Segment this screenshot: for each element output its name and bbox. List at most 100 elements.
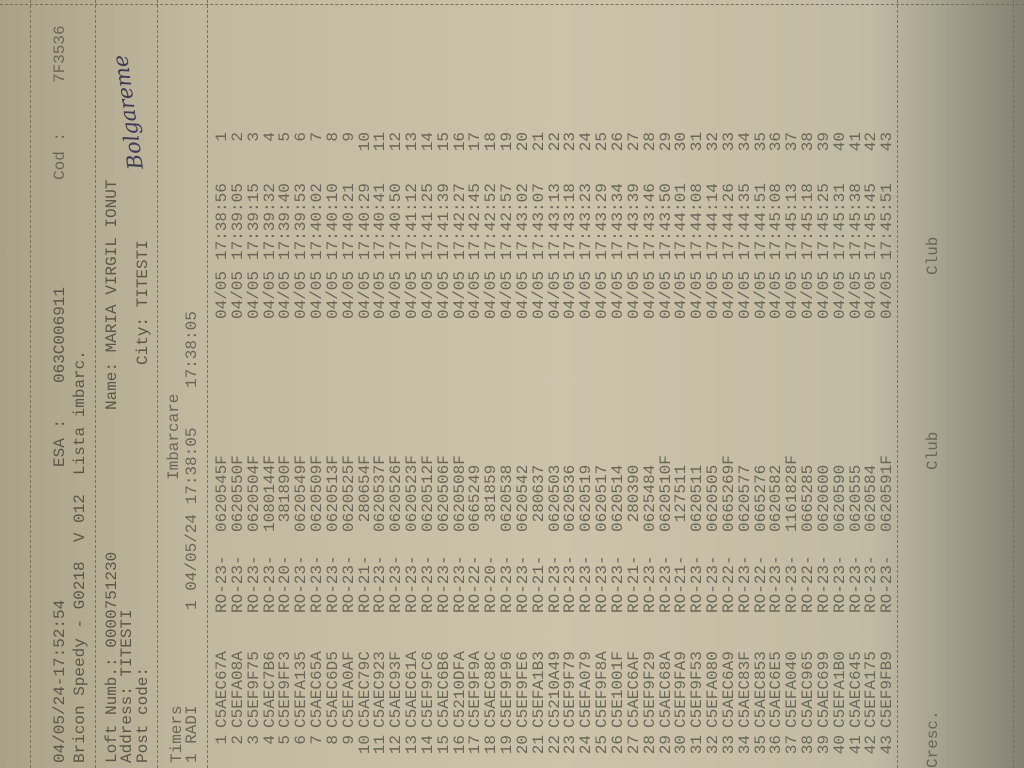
row-index: 43 [878, 735, 897, 755]
ring-number: 0620590 [830, 464, 849, 532]
rank: 26 [609, 132, 627, 152]
row-index: 24 [577, 735, 596, 755]
ring-id: C5AEC65A [308, 651, 327, 728]
row-index: 37 [783, 735, 802, 755]
arrival-time: 17:42:52 [482, 183, 501, 260]
rank: 2 [228, 132, 247, 142]
ring-id: C5AEC6AF [624, 651, 643, 728]
divider [30, 0, 31, 768]
ring-number: 0620512F [418, 455, 437, 532]
arrival-time: 17:39:15 [244, 183, 263, 260]
ring-number: 0620513F [323, 455, 342, 532]
table-row: 43 C5EF9FB9 RO-23- 0620591F 04/05 17:45:51 43 [878, 0, 897, 768]
timer-time2: 17:38:05 [183, 311, 201, 388]
arrival-date: 04/05 [767, 270, 786, 319]
row-index: 8 [323, 735, 342, 745]
imbarcare-label: Imbarcare [165, 393, 183, 480]
ring-id: C5EFA040 [783, 651, 802, 728]
table-row: 4 C5AEC7B6 RO-23- 1080144F 04/05 17:39:32 4 [260, 0, 279, 768]
ring-number: 1161828F [783, 455, 802, 532]
row-index: 19 [498, 735, 517, 755]
table-row: 7 C5AEC65A RO-23- 0620509F 04/05 17:40:02 7 [308, 0, 327, 768]
ring-country-year: RO-23- [323, 555, 342, 613]
ring-number: 0620523F [403, 455, 422, 532]
ring-id: C5EFA1B0 [830, 651, 849, 728]
ring-country-year: RO-23- [640, 555, 659, 613]
row-index: 36 [767, 735, 786, 755]
ring-number: 0625484 [640, 464, 659, 532]
arrival-time: 17:45:45 [862, 183, 881, 260]
ring-country-year: RO-23- [830, 555, 849, 613]
rank: 39 [814, 132, 833, 152]
ring-country-year: RO-22- [719, 555, 738, 613]
rank: 38 [799, 132, 818, 152]
ring-country-year: RO-23- [244, 555, 263, 613]
row-index: 31 [688, 735, 707, 755]
arrival-time: 17:45:38 [846, 183, 865, 260]
ring-id: C5AEC699 [814, 651, 833, 728]
arrival-date: 04/05 [260, 270, 279, 319]
arrival-time: 17:43:18 [561, 183, 580, 260]
ring-id: C5AEC7B6 [260, 651, 279, 728]
ring-id: C5EFA08A [228, 651, 247, 728]
divider [897, 0, 898, 768]
ring-country-year: RO-23- [846, 555, 865, 613]
ring-id: C5EFA079 [577, 651, 596, 728]
divider [207, 0, 208, 768]
row-index: 23 [561, 735, 580, 755]
arrival-time: 17:44:26 [719, 183, 738, 260]
arrival-date: 04/05 [577, 270, 596, 319]
arrival-time: 17:45:18 [799, 183, 818, 260]
table-row: 12 C5AEC93F RO-23- 0620526F 04/05 17:40:50 12 [387, 0, 406, 768]
row-index: 10 [355, 735, 374, 755]
ring-country-year: RO-23- [213, 555, 231, 613]
table-row: 11 C5AEC923 RO-23- 0620537F 04/05 17:40:41 11 [371, 0, 389, 768]
arrival-time: 17:44:01 [672, 183, 691, 260]
row-index: 29 [656, 735, 675, 755]
ring-country-year: RO-23- [434, 555, 453, 613]
rank: 28 [640, 132, 659, 152]
ring-id: C5EF9FC6 [418, 651, 437, 728]
row-index: 41 [846, 735, 865, 755]
table-row: 24 C5EFA079 RO-23- 0620519 04/05 17:43:23 24 [577, 0, 596, 768]
row-index: 25 [593, 735, 612, 755]
ring-id: C5EF9FF3 [276, 651, 295, 728]
ring-number: 0620514 [609, 464, 627, 532]
arrival-time: 17:43:07 [529, 183, 548, 260]
table-row: 31 C5EF9F53 RO-23- 0620511 04/05 17:44:08 31 [688, 0, 707, 768]
arrival-date: 04/05 [450, 270, 469, 319]
row-index: 35 [751, 735, 770, 755]
row-index: 26 [609, 735, 627, 755]
timer-name: 1 RADI [183, 705, 201, 763]
rank: 4 [260, 132, 279, 142]
ring-country-year: RO-23- [814, 555, 833, 613]
row-index: 12 [387, 735, 406, 755]
arrival-time: 17:44:14 [704, 183, 723, 260]
ring-country-year: RO-23- [767, 555, 786, 613]
arrival-time: 17:44:08 [688, 183, 707, 260]
ring-country-year: RO-23- [783, 555, 802, 613]
timer-values: 1 04/05/24 17:38:05 [183, 427, 201, 610]
arrival-date: 04/05 [513, 270, 532, 319]
ring-id: C5EFA0AF [339, 651, 358, 728]
rank: 40 [830, 132, 849, 152]
arrival-date: 04/05 [498, 270, 517, 319]
arrival-date: 04/05 [292, 270, 311, 319]
arrival-time: 17:40:29 [355, 183, 374, 260]
ring-number: 381890F [276, 455, 295, 532]
table-row: 32 C5EFA080 RO-23- 0620505 04/05 17:44:14 32 [704, 0, 723, 768]
rank: 23 [561, 132, 580, 152]
rank: 24 [577, 132, 596, 152]
table-row: 39 C5AEC699 RO-23- 0620600 04/05 17:45:25 39 [814, 0, 833, 768]
ring-number: 0620577 [735, 464, 754, 532]
owner-name: Name: MARIA VIRGIL IONUT [103, 179, 121, 410]
ring-id: C5EFA1B3 [529, 651, 548, 728]
table-row: 1 C5AEC67A RO-23- 0620545F 04/05 17:38:56 1 [213, 0, 231, 768]
ring-id: C5AEC61A [403, 651, 422, 728]
ring-country-year: RO-23- [704, 555, 723, 613]
arrival-time: 17:45:13 [783, 183, 802, 260]
table-row: 21 C5EFA1B3 RO-21- 280637 04/05 17:43:07 21 [529, 0, 548, 768]
table-row: 17 C5EF9F9A RO-22- 0665249 04/05 17:42:45 17 [466, 0, 484, 768]
arrival-time: 17:44:51 [751, 183, 770, 260]
row-index: 7 [308, 735, 327, 745]
